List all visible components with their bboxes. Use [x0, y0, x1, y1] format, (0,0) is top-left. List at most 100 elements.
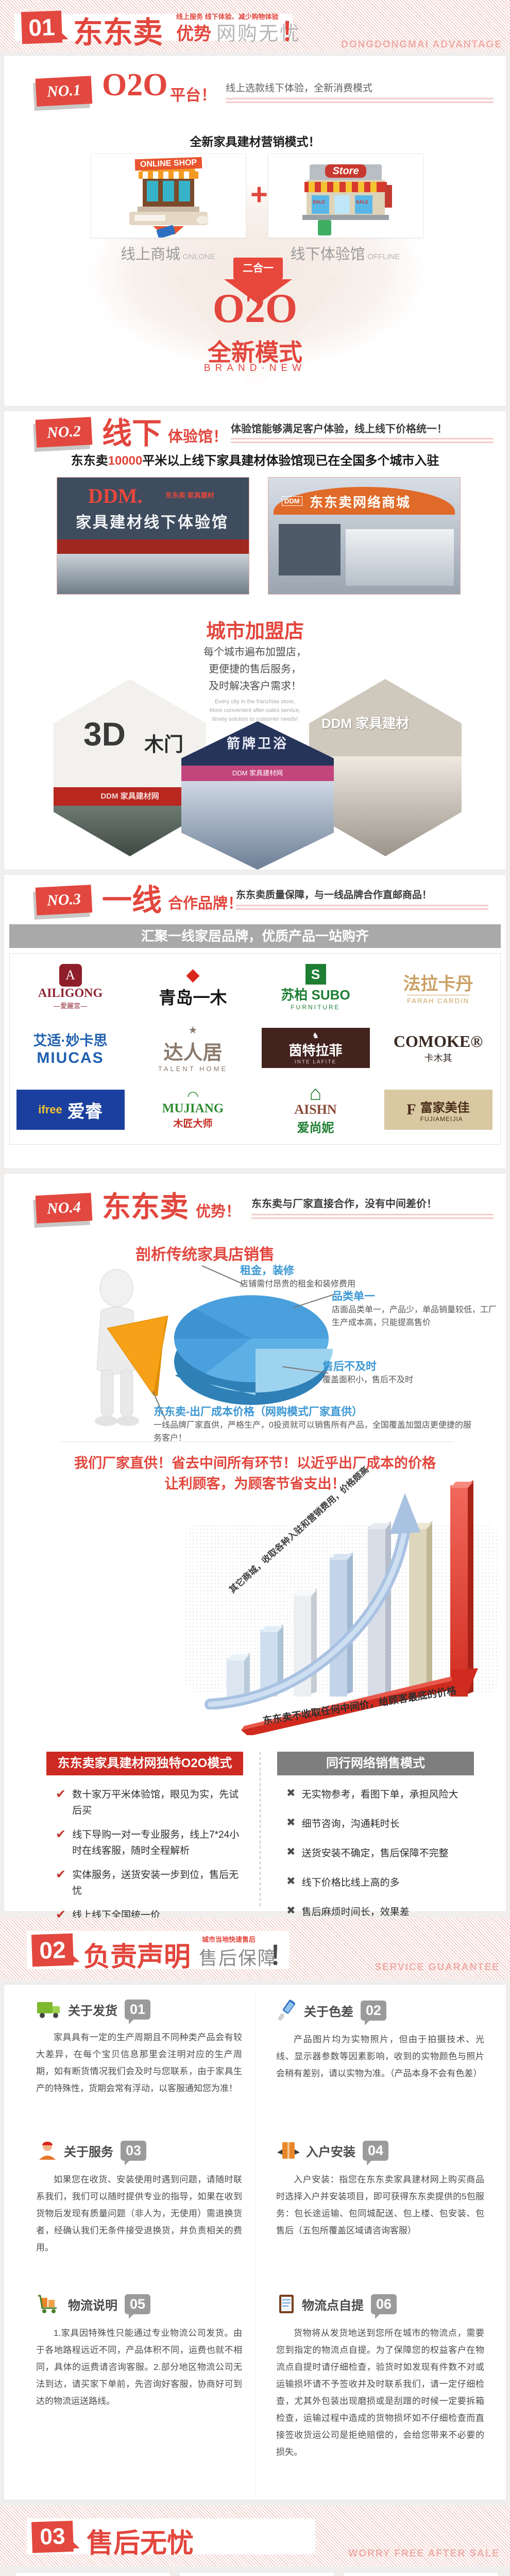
section03-number-tag: 03: [31, 2520, 74, 2553]
brand-talenthome: ★ 达人居 TALENT HOME: [158, 1024, 228, 1073]
aishn-logo-icon: ⌂: [309, 1081, 322, 1105]
service-number-badge: 03: [121, 2140, 147, 2165]
traditional-store-pie-chart: [174, 1295, 333, 1405]
plus-icon: +: [250, 178, 268, 211]
service-item-logistics: 物流说明 05 1.家具因特殊性只能通过专业物流公司发货。由于各地路程远近不同，…: [36, 2293, 242, 2410]
compare-left-item: ✔ 线下导购一对一专业服务，线上7*24小时在线客服，随时全程解析: [56, 1827, 247, 1859]
offline-label: 线下体验馆: [290, 246, 365, 263]
red-price-arrow: [241, 1668, 478, 1735]
aftersale-card-local: 3 便捷的当地售后: [343, 2572, 499, 2576]
section01-title-light: 网购无忧: [216, 23, 301, 45]
panel-no1-o2o: NO.1 O2O 平台！ 线上选款线下体验，全新消费模式 全新家具建材营销模式！: [4, 56, 506, 406]
svg-text:SALE: SALE: [313, 199, 325, 205]
compare-right-item: ✖ 送货安装不确定，售后保障不完整: [286, 1845, 475, 1861]
no3-title-suffix: 合作品牌！: [168, 895, 243, 912]
section02-watermark: SERVICE GUARANTEE: [375, 1962, 500, 1973]
check-icon: ✔: [56, 1868, 66, 1882]
no4-underline-decoration: [251, 1214, 494, 1221]
aftersale-card-return: 15天无理由 退换货 2 7天无理由退货 15天换货: [179, 2572, 335, 2576]
panel-service-notes: 关于发货 01 家具具有一定的生产周期且不同种类产品会有较大差异，在每个宝贝信息…: [4, 1985, 506, 2500]
offline-label-row: 线下体验馆 OFFLINE: [268, 242, 422, 264]
figure-with-sign-illustration: [180, 2572, 333, 2576]
x-icon: ✖: [286, 1817, 296, 1828]
section01-small-slogan: 线上服务 线下体验、减少购物体验: [176, 13, 279, 21]
experience-hall-photo: DDM. 东东卖 家具建材 家具建材线下体验馆: [57, 477, 249, 595]
pie-label-category: 品类单一 店面品类单一，产品少，单品销量较低，工厂生产成本高，只能提高售价: [332, 1291, 497, 1327]
online-label-row: 线上商城 ONLONE: [91, 242, 245, 264]
brand-mujiang: ◠ MUJIANG 木匠大师: [162, 1088, 224, 1129]
service-item-color: 关于色差 02 产品图片均为实物照片，但由于拍摄技术、光线、显示器参数等因素影响…: [276, 1999, 484, 2082]
x-icon: ✖: [286, 1846, 296, 1858]
clipboard-icon: [279, 2295, 294, 2313]
no3-title-big: 一线: [102, 884, 162, 917]
no1-tagline: 线上选款线下体验，全新消费模式: [226, 83, 373, 94]
online-label-en: ONLONE: [182, 252, 215, 261]
pie-label-aftersale: 售后不及时 覆盖面积小，售后不及时: [322, 1361, 414, 1384]
truck-icon: [37, 2002, 60, 2018]
no3-tagline: 东东卖质量保障，与一线品牌合作直邮商品！: [236, 890, 432, 901]
offline-label-en: OFFLINE: [367, 252, 400, 261]
section02-exclaim: ！: [269, 1941, 295, 1970]
photo1-logo-sub: 东东卖 家具建材: [165, 492, 214, 499]
brand-qingdaoyimu: ◆ 青岛一木: [159, 965, 227, 1008]
section01-number-tag: 01: [21, 10, 63, 44]
hex3-wall: DDM 家具建材: [309, 679, 462, 756]
photo1-awning: [57, 539, 249, 554]
section01-striped-band: 01 东东卖 线上服务 线下体验、减少购物体验 优势 网购无忧 ！ DONGDO…: [0, 0, 510, 52]
ailigong-logo-icon: A: [59, 964, 82, 987]
x-icon: ✖: [286, 1875, 296, 1887]
qingdaoyimu-logo-icon: ◆: [186, 965, 200, 985]
service-number-badge: 06: [371, 2294, 397, 2319]
intelafite-logo-icon: ♞: [312, 1031, 319, 1040]
service-number-badge: 04: [363, 2140, 389, 2165]
repairman-illustration: [16, 2572, 169, 2576]
section02-number-tag: 02: [31, 1933, 74, 1967]
no2-tag: NO.2: [35, 417, 93, 448]
merge-arrow-label: 二合一: [233, 258, 283, 279]
photo2-interior-left: [279, 524, 341, 575]
compare-left-header: 东东卖家具建材网独特O2O模式: [46, 1752, 243, 1775]
x-icon: ✖: [286, 1787, 296, 1799]
panel-after-sale: 1 一年质保 终身成本维修 15天无理由 退换货 2 7天无理由退货 15天换货: [0, 2572, 510, 2576]
service-item-install: 入户安装 04 入户安装：指您在东东卖家具建材网上购买商品时选择入户并安装项目，…: [276, 2139, 484, 2239]
panel-no3-brands: NO.3 一线 合作品牌！ 东东卖质量保障，与一线品牌合作直邮商品！ 汇聚一线家…: [4, 875, 506, 1168]
panel-no2-offline: NO.2 线下 体验馆！ 体验馆能够满足客户体验，线上线下价格统一！ 东东卖10…: [4, 411, 506, 870]
section03-watermark: WORRY FREE AFTER SALE: [348, 2548, 500, 2559]
section01-title-bold: 优势: [176, 24, 211, 44]
no4-tagline: 东东卖与厂家直接合作，没有中间差价！: [251, 1198, 437, 1210]
hex2-strip: DDM 家具建材网: [181, 766, 334, 781]
offline-store-box: SALE SALE Store: [268, 154, 423, 238]
no1-tag: NO.1: [35, 76, 93, 107]
brand-comoke: COMOKE® 卡木其: [393, 1031, 483, 1063]
online-shop-sign: ONLINE SHOP: [91, 157, 246, 171]
check-icon: ✔: [56, 1787, 66, 1801]
no2-underline-decoration: [231, 438, 494, 445]
service-item-shipping: 关于发货 01 家具具有一定的生产周期且不同种类产品会有较大差异，在每个宝贝信息…: [36, 1999, 242, 2097]
hex2-storefront: [181, 781, 334, 870]
service-item-pickup: 物流点自提 06 货物将从发货地送到您所在城市的物流点，需要您到指定的物流点自提…: [276, 2293, 484, 2461]
brandnew-en: BRAND·NEW: [203, 363, 307, 374]
talenthome-logo-icon: ★: [188, 1024, 198, 1036]
mujiang-logo-icon: ◠: [187, 1088, 199, 1104]
ifree-logo-icon: ifree: [38, 1103, 62, 1116]
compare-right-list: ✖ 无实物参考，看图下单，承担风险大 ✖ 细节咨询，沟通耗时长 ✖ 送货安装不确定，售…: [286, 1787, 475, 1920]
brand-aishn: ⌂ AISHN 爱尚妮: [294, 1081, 337, 1135]
no3-tag: NO.3: [35, 885, 93, 916]
compare-right-item: ✖ 线下价格比线上高的多: [286, 1875, 475, 1891]
section02-title-light: 售后保障: [199, 1947, 278, 1969]
compare-right-header: 同行网络销售模式: [277, 1752, 474, 1775]
cart-icon: [38, 2295, 57, 2313]
hex1-sign-door: 木门: [144, 734, 184, 756]
photo1-logo: DDM.: [88, 484, 143, 507]
photo2-interior-right: [346, 529, 454, 586]
factory-direct-line1: 我们厂家直供！省去中间所有环节！以近乎出厂成本的价格: [74, 1455, 436, 1471]
brand-intelafite: ♞ 茵特拉菲 INTE LAFITE: [258, 1020, 373, 1076]
hex1-sign-3d: 3D: [83, 716, 126, 753]
pie-label-factory-price: 东东卖-出厂成本价格（网购模式厂家直供） 一线品牌厂家直供，严格生产，0投资就可…: [154, 1406, 471, 1443]
rising-blue-arrow: [205, 1493, 420, 1709]
brandnew-cn: 全新模式: [208, 339, 302, 366]
no1-heading: 全新家具建材营销模式！: [190, 135, 320, 148]
brand-miucas: 艾适·妙卡思 MIUCAS: [33, 1032, 108, 1066]
no2-title-suffix: 体验馆！: [168, 429, 228, 445]
pie-label-rent: 租金，装修 店铺需付昂贵的租金和装修费用: [240, 1265, 356, 1289]
